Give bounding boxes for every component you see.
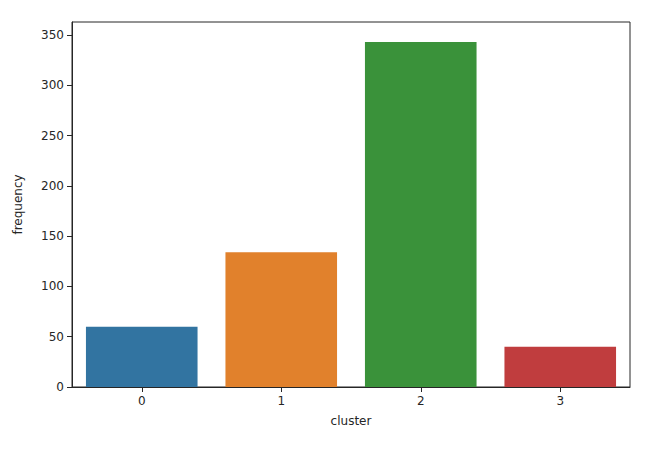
svg-text:2: 2: [417, 394, 425, 408]
svg-text:0: 0: [56, 380, 64, 394]
svg-text:1: 1: [277, 394, 285, 408]
svg-text:100: 100: [41, 279, 64, 293]
svg-text:frequency: frequency: [11, 174, 25, 234]
svg-text:cluster: cluster: [331, 414, 372, 428]
svg-text:300: 300: [41, 78, 64, 92]
svg-text:250: 250: [41, 129, 64, 143]
svg-text:350: 350: [41, 28, 64, 42]
svg-text:3: 3: [556, 394, 564, 408]
svg-text:50: 50: [49, 330, 64, 344]
svg-text:200: 200: [41, 179, 64, 193]
svg-text:0: 0: [138, 394, 146, 408]
svg-text:150: 150: [41, 229, 64, 243]
